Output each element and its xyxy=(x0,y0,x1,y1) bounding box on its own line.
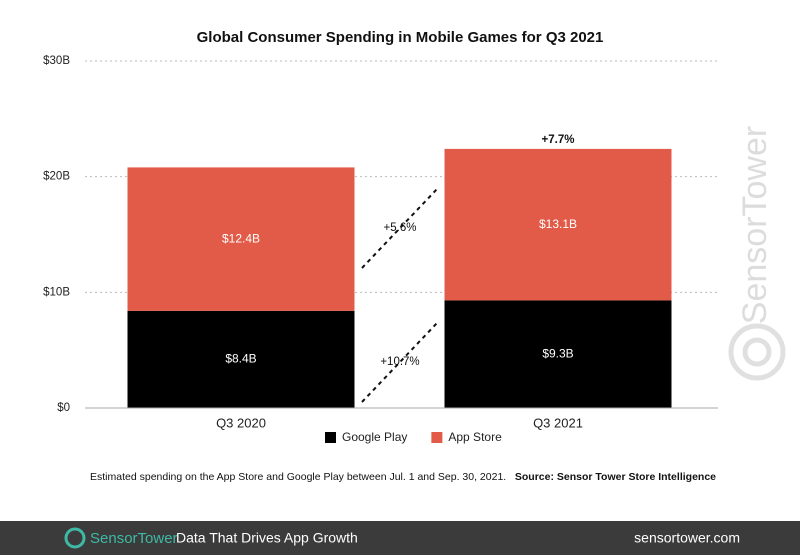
legend-swatch xyxy=(325,432,336,443)
watermark-icon xyxy=(728,323,786,381)
data-label: $12.4B xyxy=(222,231,260,245)
bar-segment xyxy=(444,300,672,408)
bar-segment xyxy=(127,310,355,408)
legend-label: App Store xyxy=(448,430,502,444)
url: sensortower.com xyxy=(634,530,740,546)
connector xyxy=(361,187,439,269)
x-tick-label: Q3 2020 xyxy=(216,415,266,430)
footnote: Estimated spending on the App Store and … xyxy=(90,471,506,483)
tagline: Data That Drives App Growth xyxy=(176,530,358,546)
source: Source: Sensor Tower Store Intelligence xyxy=(515,471,716,483)
bar-segment xyxy=(127,167,355,311)
footer-bar xyxy=(0,521,800,555)
watermark-icon xyxy=(742,337,772,367)
connector xyxy=(361,321,439,403)
bar-segment xyxy=(444,148,672,301)
logo-text: SensorTower xyxy=(90,530,178,547)
annotation: +5.6% xyxy=(384,222,417,234)
y-tick-label: $10B xyxy=(43,286,70,298)
data-label: $8.4B xyxy=(225,352,256,366)
data-label: $13.1B xyxy=(539,217,577,231)
annotation: +7.7% xyxy=(542,134,575,146)
x-tick-label: Q3 2021 xyxy=(533,415,583,430)
y-tick-label: $0 xyxy=(57,402,70,414)
legend-swatch xyxy=(431,432,443,443)
data-label: $9.3B xyxy=(542,346,573,360)
legend-label: Google Play xyxy=(342,430,407,444)
chart-title: Global Consumer Spending in Mobile Games… xyxy=(197,29,604,46)
watermark-text: SensorTower xyxy=(736,126,774,324)
y-tick-label: $30B xyxy=(43,55,70,67)
annotation: +10.7% xyxy=(380,356,419,368)
watermark: SensorTower xyxy=(728,126,786,381)
y-tick-label: $20B xyxy=(43,171,70,183)
logo-icon xyxy=(64,527,86,549)
